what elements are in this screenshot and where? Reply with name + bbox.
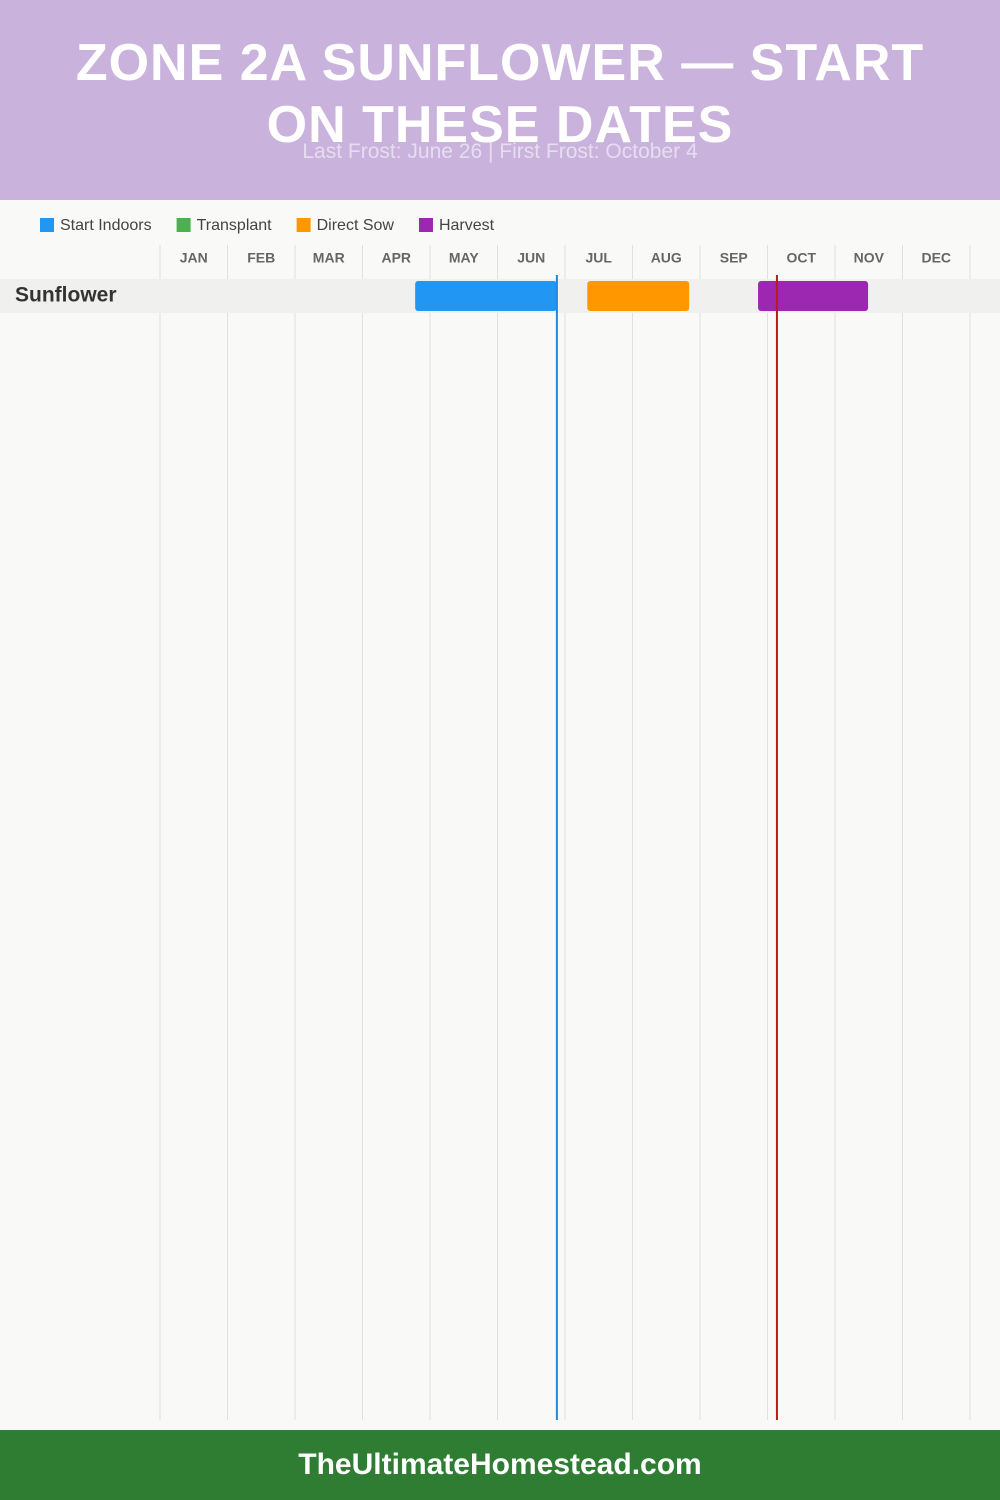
x-tick-label: FEB: [247, 250, 275, 266]
row-label: Sunflower: [15, 284, 117, 307]
x-tick-label: SEP: [720, 250, 748, 266]
x-tick-label: NOV: [854, 250, 885, 266]
bar: [415, 281, 557, 311]
x-tick-label: JUL: [586, 250, 613, 266]
legend-swatch: [296, 218, 311, 232]
legend-swatch: [176, 218, 191, 232]
x-tick-label: OCT: [786, 250, 816, 266]
legend-label: Transplant: [197, 217, 273, 234]
chart-subtitle: Last Frost: June 26 | First Frost: Octob…: [302, 140, 698, 163]
legend-label: Start Indoors: [60, 217, 152, 234]
x-tick-label: JAN: [180, 250, 208, 266]
header: ZONE 2A SUNFLOWER — START ON THESE DATES…: [0, 0, 1000, 200]
x-tick-label: AUG: [651, 250, 682, 266]
x-tick-label: MAR: [313, 250, 345, 266]
legend-swatch: [40, 218, 54, 232]
chart: Start Indoors Transplant Direct Sow Harvest…: [0, 217, 1000, 1420]
x-tick-label: JUN: [517, 250, 545, 266]
bar: [758, 281, 869, 311]
bar: [587, 281, 690, 311]
legend-label: Harvest: [439, 217, 495, 234]
x-tick-label: DEC: [921, 250, 951, 266]
x-tick-label: APR: [381, 250, 411, 266]
legend-label: Direct Sow: [317, 217, 395, 234]
x-tick-label: MAY: [449, 250, 479, 266]
legend-swatch: [418, 218, 433, 232]
footer: TheUltimateHomestead.com: [0, 1430, 1000, 1500]
chart-title: ZONE 2A SUNFLOWER — START ON THESE DATES: [75, 34, 925, 154]
